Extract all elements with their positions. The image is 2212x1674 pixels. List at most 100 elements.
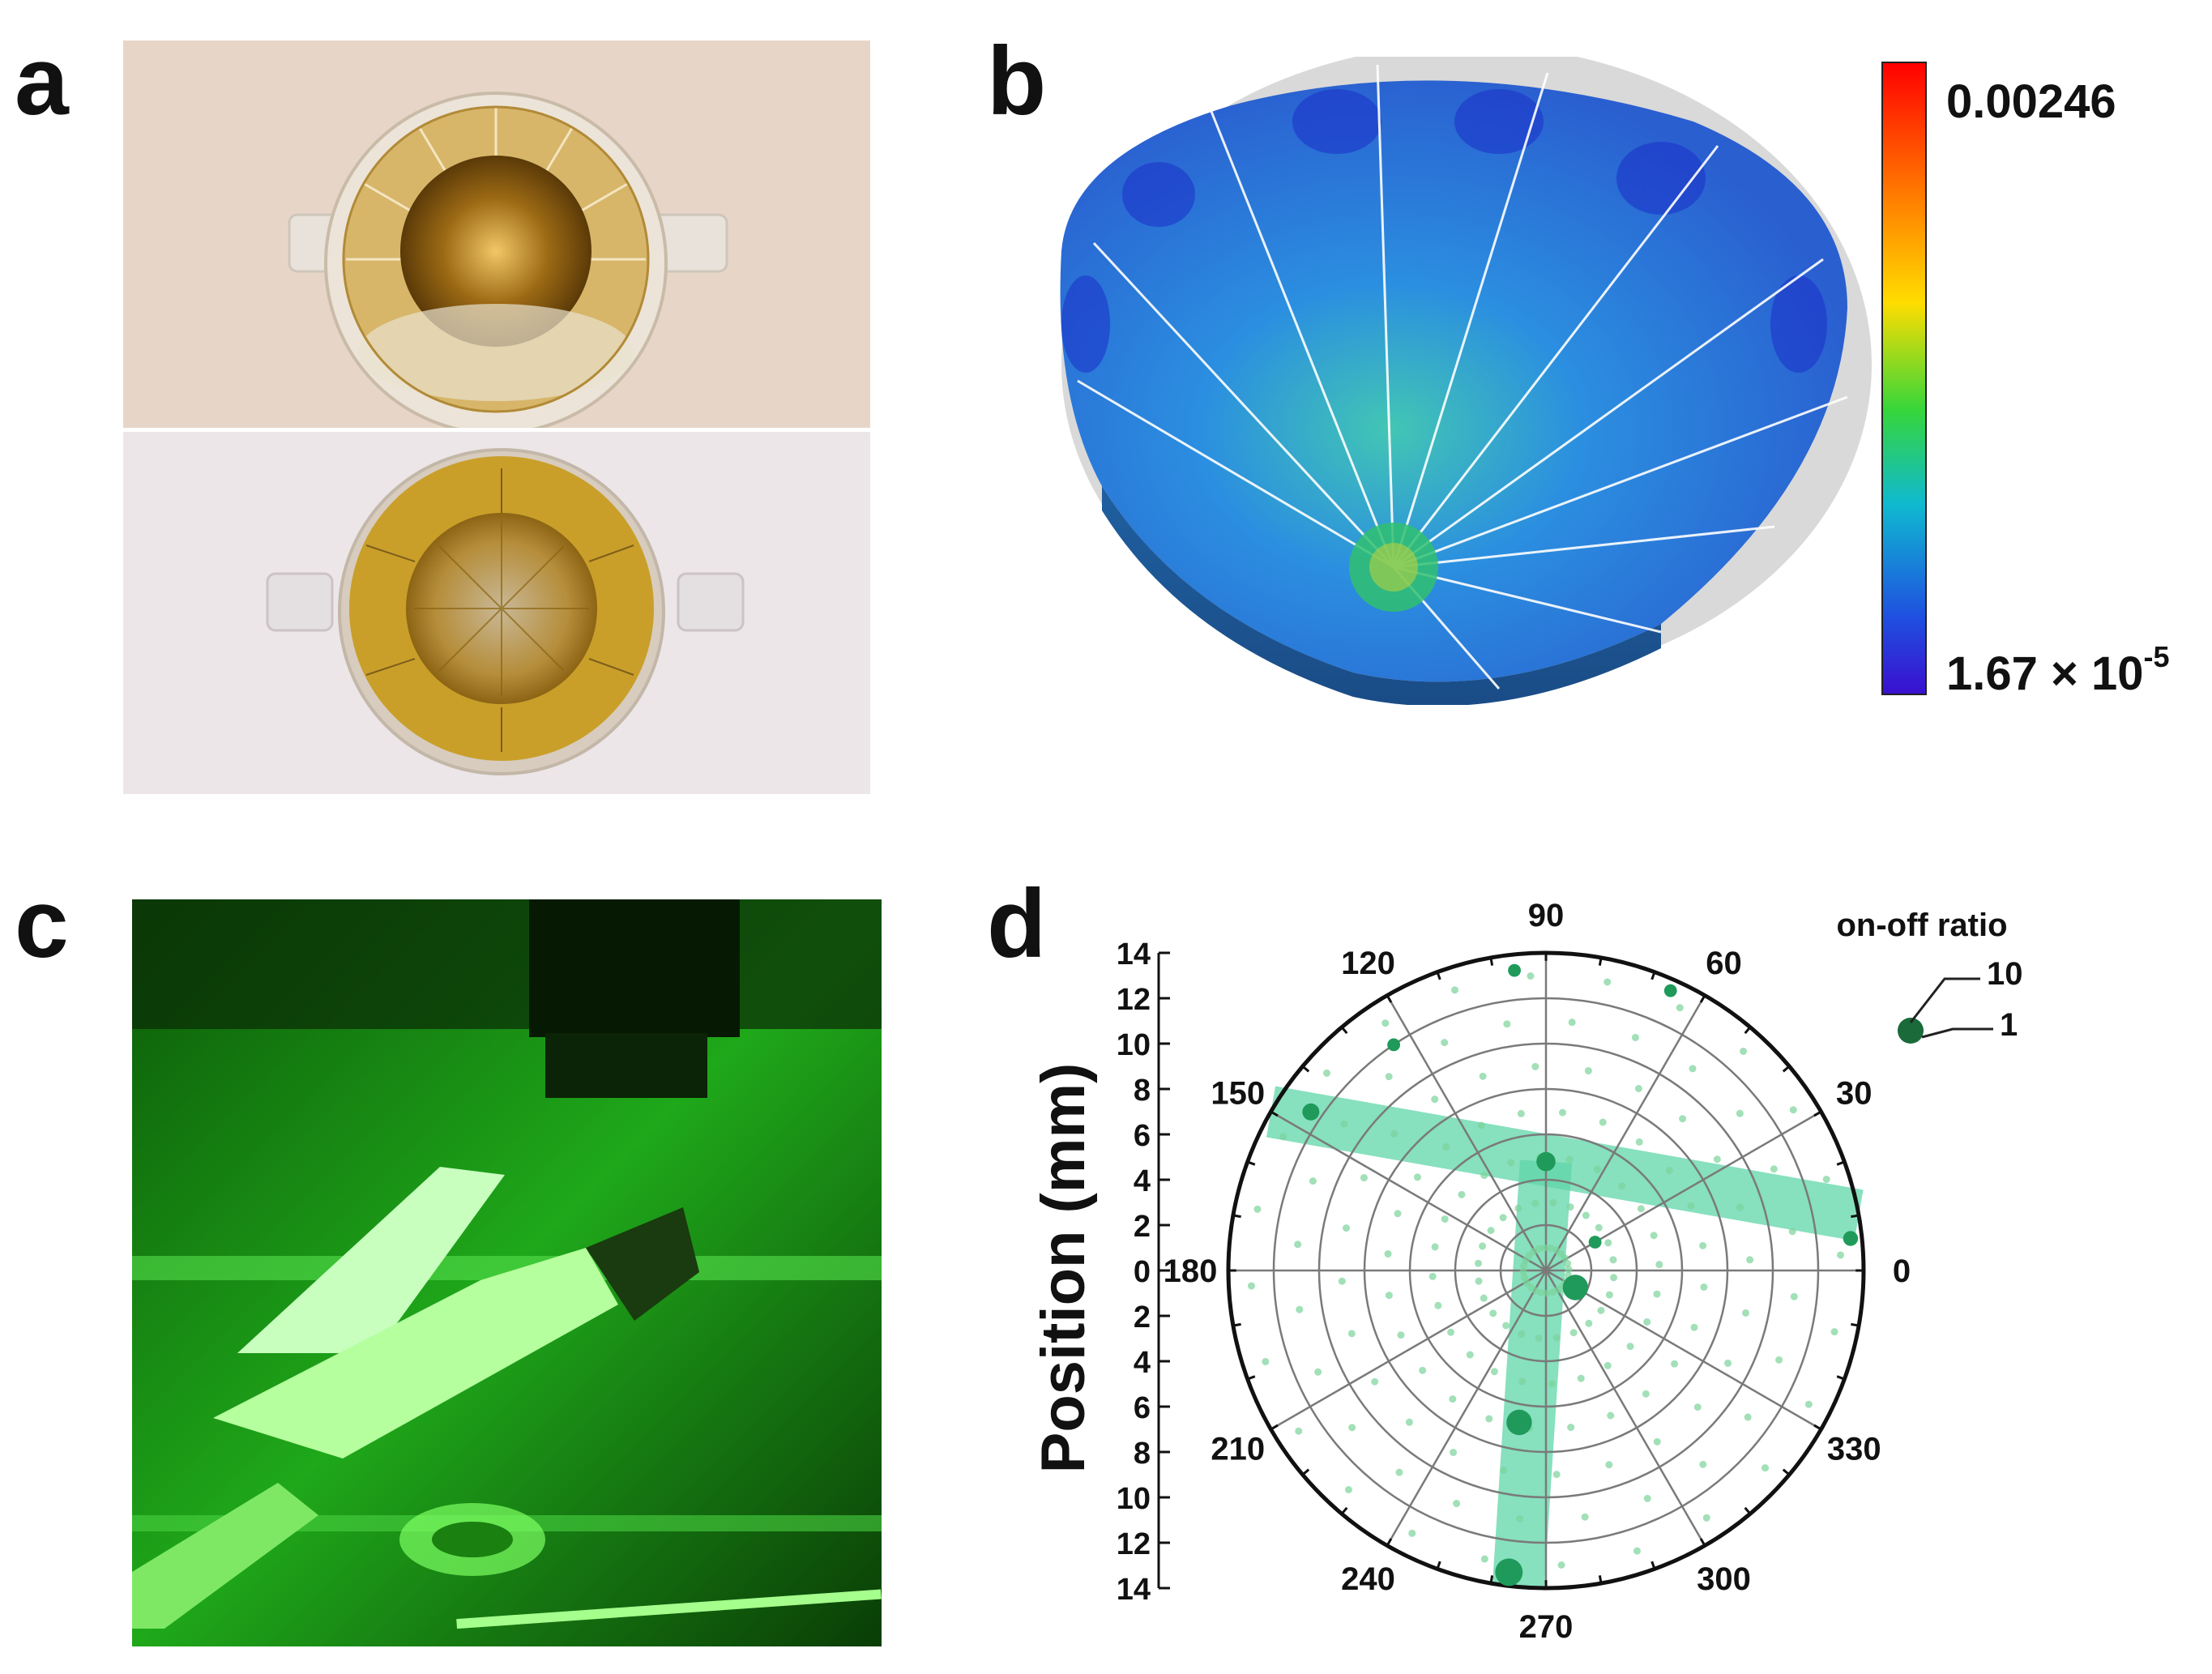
angular-grid-line bbox=[1545, 1269, 1822, 1431]
angular-grid-line bbox=[1270, 1269, 1547, 1431]
sample-dot bbox=[1564, 1271, 1572, 1279]
sample-dot bbox=[1557, 1561, 1565, 1569]
sample-dot bbox=[1609, 1256, 1617, 1264]
angular-grid-line bbox=[1386, 994, 1548, 1271]
sample-dot bbox=[1665, 1167, 1673, 1175]
sample-dot bbox=[1634, 1084, 1642, 1092]
radial-tick-label: 14 bbox=[1117, 1573, 1151, 1607]
sample-dot bbox=[1536, 1153, 1544, 1161]
highlight-band bbox=[1266, 1086, 1864, 1241]
angular-tick-mark bbox=[1813, 1424, 1822, 1431]
sample-dot bbox=[1503, 1020, 1511, 1028]
panel-letter-b: b bbox=[987, 27, 1047, 135]
sample-dot bbox=[1262, 1357, 1270, 1365]
sample-dot bbox=[1371, 1377, 1379, 1386]
sample-dot bbox=[1502, 1322, 1510, 1330]
angular-tick-mark bbox=[1232, 1214, 1241, 1219]
legend-marker bbox=[1898, 1018, 1924, 1044]
angular-tick-mark bbox=[1340, 1026, 1348, 1035]
sample-dot bbox=[1700, 1283, 1708, 1291]
sample-dot bbox=[1653, 1290, 1661, 1298]
sample-dot bbox=[1419, 1366, 1427, 1374]
radial-tick-label: 8 bbox=[1134, 1437, 1151, 1471]
sample-dot bbox=[1480, 1555, 1488, 1563]
radial-grid-circle bbox=[1499, 1223, 1593, 1317]
radial-tick-label: 4 bbox=[1134, 1164, 1151, 1198]
colorbar-min-mantissa: 1.67 × 10 bbox=[1946, 647, 2144, 700]
sample-dot bbox=[1552, 1334, 1561, 1342]
data-point bbox=[1562, 1275, 1589, 1300]
data-point bbox=[1506, 1409, 1532, 1436]
sample-dot bbox=[1279, 1133, 1287, 1141]
radial-tick-label: 2 bbox=[1134, 1210, 1151, 1244]
radial-tick-label: 10 bbox=[1117, 1028, 1151, 1062]
sample-dot bbox=[1633, 1547, 1641, 1555]
angular-tick-mark bbox=[1782, 1065, 1791, 1073]
sample-dot bbox=[1568, 1018, 1576, 1027]
sample-dot bbox=[1394, 1210, 1402, 1218]
data-point bbox=[1843, 1231, 1859, 1246]
angular-tick-mark bbox=[1270, 1110, 1279, 1117]
sample-dot bbox=[1690, 1323, 1698, 1331]
legend-leader bbox=[1909, 977, 1980, 1023]
sample-dot bbox=[1693, 1403, 1702, 1411]
sample-dot bbox=[1599, 1118, 1607, 1126]
sample-dot bbox=[1490, 1368, 1498, 1376]
sample-dot bbox=[1582, 1211, 1590, 1219]
angular-tick-label: 90 bbox=[1528, 898, 1565, 933]
angular-tick-mark bbox=[1436, 972, 1441, 980]
sample-dot bbox=[1761, 1464, 1770, 1472]
sample-dot bbox=[1309, 1177, 1317, 1185]
sample-dot bbox=[1541, 1244, 1549, 1252]
sample-dot bbox=[1514, 1204, 1522, 1212]
angular-tick-label: 240 bbox=[1341, 1561, 1395, 1597]
sample-dot bbox=[1531, 1287, 1539, 1295]
sample-dot bbox=[1804, 1400, 1813, 1408]
sample-dot bbox=[1557, 1249, 1565, 1258]
radial-tick-label: 8 bbox=[1134, 1074, 1151, 1108]
sample-dot bbox=[1543, 1289, 1551, 1297]
angular-tick-label: 210 bbox=[1211, 1432, 1265, 1467]
angular-tick-label: 330 bbox=[1827, 1432, 1881, 1467]
sample-dot bbox=[1547, 1245, 1555, 1253]
sample-dot bbox=[1526, 1424, 1534, 1433]
angular-tick-mark bbox=[1489, 1575, 1494, 1584]
sample-dot bbox=[1413, 1173, 1421, 1181]
device-photo-top bbox=[123, 41, 870, 428]
angular-tick-mark bbox=[1744, 1026, 1752, 1035]
sample-dot bbox=[1618, 1182, 1626, 1190]
sample-dot bbox=[1655, 1261, 1663, 1269]
angular-tick-mark bbox=[1836, 1160, 1845, 1166]
sample-dot bbox=[1594, 1165, 1602, 1173]
sample-dot bbox=[1499, 1214, 1507, 1222]
legend-leader bbox=[1921, 1027, 1993, 1039]
sample-dot bbox=[1381, 1019, 1390, 1027]
angular-tick-mark bbox=[1782, 1468, 1791, 1476]
angular-tick-label: 270 bbox=[1519, 1609, 1574, 1645]
sample-dot bbox=[1699, 1460, 1707, 1468]
sample-dot bbox=[1535, 1335, 1543, 1343]
sample-dot bbox=[1487, 1227, 1495, 1235]
sample-dot bbox=[1643, 1494, 1651, 1502]
sample-dot bbox=[1489, 1309, 1497, 1317]
sample-dot bbox=[1408, 1529, 1416, 1537]
sample-dot bbox=[1605, 1461, 1613, 1469]
sample-dot bbox=[1552, 1471, 1561, 1479]
sample-dot bbox=[1442, 1143, 1450, 1151]
sample-dot bbox=[1822, 1176, 1830, 1184]
sample-dot bbox=[1451, 986, 1459, 994]
angular-tick-mark bbox=[1489, 957, 1494, 966]
sample-dot bbox=[1552, 1246, 1561, 1254]
data-point bbox=[1536, 1151, 1556, 1172]
sample-dot bbox=[1338, 1277, 1346, 1285]
panel-letter-c: c bbox=[15, 869, 69, 978]
radial-grid-circle bbox=[1408, 1133, 1684, 1408]
sample-dot bbox=[1603, 1361, 1612, 1369]
sample-dot bbox=[1507, 1159, 1515, 1167]
sample-dot bbox=[1518, 1330, 1526, 1338]
sample-dot bbox=[1530, 1248, 1538, 1256]
sample-dot bbox=[1360, 1174, 1368, 1182]
colorbar bbox=[1881, 62, 1927, 695]
sample-dot bbox=[1610, 1274, 1618, 1282]
radial-grid-circle bbox=[1363, 1087, 1729, 1454]
